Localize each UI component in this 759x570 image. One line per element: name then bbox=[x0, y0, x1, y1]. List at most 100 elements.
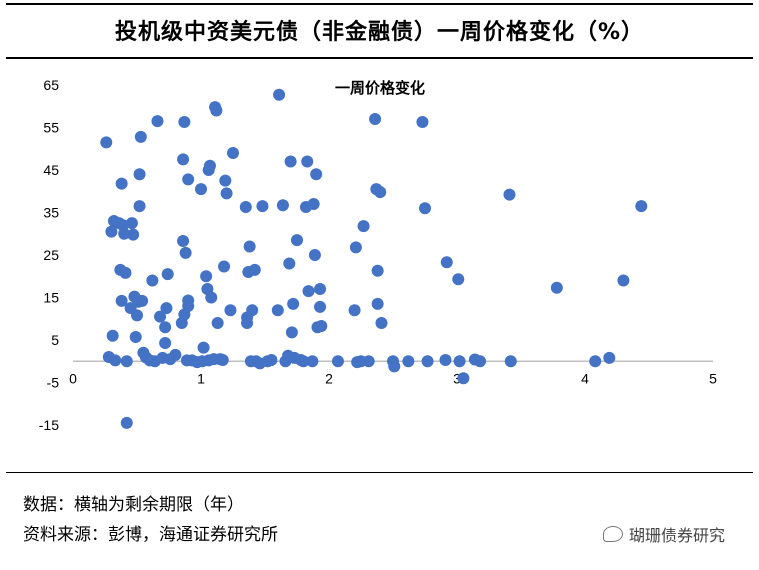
scatter-point bbox=[119, 266, 132, 279]
scatter-point bbox=[205, 291, 218, 304]
scatter-point bbox=[195, 183, 207, 196]
scatter-point bbox=[125, 217, 138, 230]
scatter-point bbox=[371, 264, 384, 277]
scatter-point bbox=[146, 274, 159, 287]
chart-points bbox=[100, 88, 648, 429]
scatter-point bbox=[115, 294, 128, 307]
scatter-point bbox=[301, 155, 314, 168]
scatter-point bbox=[219, 174, 232, 187]
scatter-point bbox=[291, 234, 303, 247]
scatter-point bbox=[179, 246, 192, 259]
scatter-point bbox=[371, 297, 384, 310]
scatter-point bbox=[118, 227, 131, 240]
scatter-point bbox=[302, 285, 315, 298]
scatter-point bbox=[224, 304, 237, 317]
scatter-point bbox=[197, 341, 210, 354]
scatter-point bbox=[273, 88, 286, 101]
scatter-point bbox=[589, 355, 602, 368]
scatter-point bbox=[474, 355, 487, 368]
y-tick-label: 55 bbox=[43, 120, 59, 136]
scatter-point bbox=[503, 188, 516, 201]
scatter-point bbox=[203, 159, 216, 172]
scatter-point bbox=[161, 268, 174, 281]
watermark-label: 瑚珊债券研究 bbox=[629, 526, 726, 545]
scatter-point bbox=[160, 302, 173, 315]
scatter-point bbox=[348, 304, 361, 317]
scatter-point bbox=[256, 200, 269, 213]
scatter-point bbox=[285, 326, 298, 339]
scatter-point bbox=[453, 355, 466, 368]
scatter-point bbox=[182, 173, 195, 186]
scatter-point bbox=[362, 355, 375, 368]
scatter-point bbox=[388, 360, 401, 373]
x-tick-label: 1 bbox=[197, 370, 205, 386]
scatter-point bbox=[374, 186, 387, 199]
scatter-point bbox=[120, 355, 133, 368]
scatter-point bbox=[134, 130, 147, 143]
scatter-point bbox=[182, 300, 195, 312]
scatter-point bbox=[265, 353, 278, 366]
page-title: 投机级中资美元债（非金融债）一周价格变化（%） bbox=[114, 20, 645, 45]
x-tick-label: 4 bbox=[581, 370, 589, 386]
footer-rule bbox=[6, 472, 753, 473]
scatter-point bbox=[375, 317, 388, 329]
scatter-point bbox=[308, 249, 321, 261]
scatter-point bbox=[617, 274, 630, 287]
scatter-point bbox=[287, 297, 300, 310]
scatter-point bbox=[440, 256, 453, 269]
scatter-point bbox=[314, 300, 327, 313]
scatter-point bbox=[100, 136, 113, 149]
scatter-point bbox=[239, 200, 252, 213]
scatter-point bbox=[603, 351, 616, 364]
footnote-data-note: 数据：横轴为剩余期限（年） bbox=[23, 495, 244, 515]
scatter-point bbox=[307, 198, 320, 210]
scatter-point bbox=[127, 228, 140, 241]
scatter-point bbox=[402, 355, 415, 368]
x-tick-label: 5 bbox=[709, 370, 717, 386]
chart-title: 一周价格变化 bbox=[335, 79, 425, 97]
y-tick-label: 35 bbox=[43, 205, 59, 221]
title-top-rule bbox=[6, 3, 753, 5]
scatter-point bbox=[550, 281, 563, 294]
scatter-point bbox=[349, 241, 362, 254]
scatter-point bbox=[504, 355, 517, 368]
scatter-point bbox=[416, 115, 429, 128]
title-block: 投机级中资美元债（非金融债）一周价格变化（%） bbox=[0, 0, 759, 60]
scatter-point bbox=[306, 355, 319, 368]
scatter-point bbox=[227, 147, 239, 159]
scatter-point bbox=[133, 200, 146, 213]
scatter-point bbox=[159, 321, 172, 334]
y-tick-label: -5 bbox=[47, 375, 60, 391]
scatter-point bbox=[220, 187, 233, 200]
scatter-point bbox=[271, 304, 284, 317]
scatter-point bbox=[211, 317, 224, 329]
scatter-point bbox=[105, 225, 118, 238]
scatter-point bbox=[178, 115, 191, 128]
scatter-point bbox=[210, 104, 223, 117]
scatter-point bbox=[314, 283, 327, 295]
scatter-point bbox=[243, 240, 256, 253]
scatter-point bbox=[297, 355, 310, 368]
footnote-source: 资料来源：彭博，海通证券研究所 bbox=[23, 525, 278, 545]
scatter-point bbox=[635, 200, 648, 213]
scatter-point bbox=[452, 273, 465, 286]
chat-bubble-icon bbox=[603, 526, 623, 542]
watermark: 瑚珊债券研究 bbox=[603, 522, 725, 546]
scatter-point bbox=[284, 155, 297, 168]
scatter-point bbox=[421, 355, 434, 368]
scatter-point bbox=[246, 304, 259, 317]
y-tick-label: 15 bbox=[43, 290, 59, 306]
scatter-point bbox=[218, 260, 231, 273]
scatter-point bbox=[177, 234, 190, 247]
x-tick-label: 2 bbox=[325, 370, 333, 386]
scatter-point bbox=[315, 319, 328, 332]
scatter-point bbox=[439, 353, 452, 366]
y-tick-label: 5 bbox=[51, 332, 59, 348]
scatter-point bbox=[115, 177, 128, 190]
scatter-point bbox=[133, 168, 146, 181]
scatter-point bbox=[357, 220, 370, 233]
scatter-point bbox=[106, 329, 119, 342]
x-tick-label: 0 bbox=[69, 370, 77, 386]
